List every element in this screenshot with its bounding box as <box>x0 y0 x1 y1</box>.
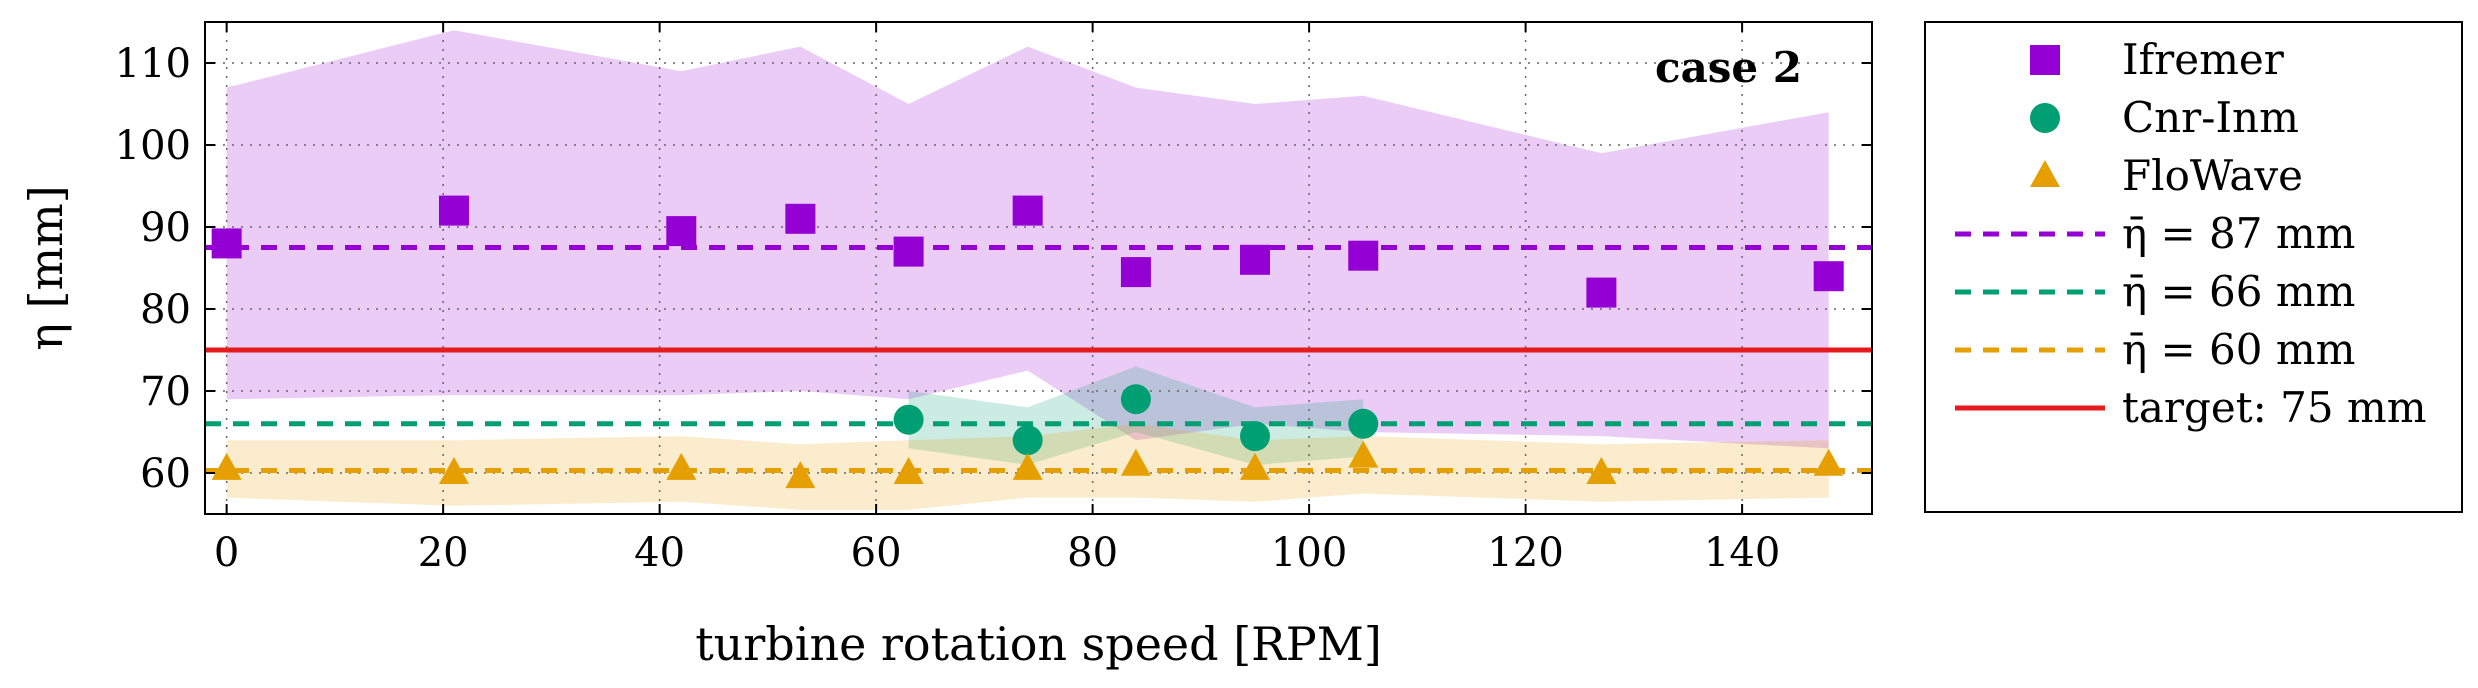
point-ifremer-10 <box>1813 261 1844 292</box>
legend-label-flowave: FloWave <box>2122 151 2303 200</box>
x-axis-label: turbine rotation speed [RPM] <box>695 617 1382 671</box>
grid-lines <box>205 22 1872 514</box>
point-flowave-5 <box>1012 452 1043 480</box>
point-ifremer-0 <box>211 228 242 259</box>
point-ifremer-8 <box>1348 240 1379 271</box>
x-tick-label-120: 120 <box>1487 530 1563 576</box>
x-tick-label-40: 40 <box>634 530 685 576</box>
point-ifremer-1 <box>438 195 469 226</box>
y-tick-label-110: 110 <box>115 41 191 87</box>
x-tick-label-60: 60 <box>851 530 902 576</box>
y-tick-label-70: 70 <box>140 369 191 415</box>
x-tick-label-0: 0 <box>214 530 239 576</box>
legend-label-ifremer: Ifremer <box>2122 35 2285 84</box>
point-flowave-10 <box>1813 448 1844 476</box>
y-axis-label: η [mm] <box>19 185 73 350</box>
axis-ticks: 0 20 40 60 80 100 120 140 60 70 80 90 100 110 <box>115 22 1872 576</box>
legend-symbol-flowave <box>2030 160 2060 187</box>
legend-label-87-mm: η̄ = 87 mm <box>2122 209 2356 258</box>
point-cnr-inm-1 <box>1012 425 1043 456</box>
point-ifremer-5 <box>1012 195 1043 226</box>
point-flowave-6 <box>1120 448 1151 476</box>
legend-symbol-cnr-inm <box>2030 103 2060 133</box>
legend-label-66-mm: η̄ = 66 mm <box>2122 267 2356 316</box>
legend-label-60-mm: η̄ = 60 mm <box>2122 325 2356 374</box>
point-cnr-inm-3 <box>1239 421 1270 452</box>
case-annotation: case 2 <box>1655 43 1802 92</box>
legend: Ifremer Cnr-Inm FloWave η̄ = 87 mm η̄ = 66 m… <box>1955 35 2427 432</box>
point-flowave-3 <box>785 461 816 489</box>
point-flowave-2 <box>666 452 697 480</box>
legend-label-target-75-mm: target: 75 mm <box>2122 383 2427 432</box>
point-ifremer-4 <box>893 236 924 267</box>
point-ifremer-3 <box>785 203 816 234</box>
point-ifremer-2 <box>666 216 697 247</box>
y-tick-label-80: 80 <box>140 287 191 333</box>
legend-label-cnr-inm: Cnr-Inm <box>2122 93 2299 142</box>
point-flowave-1 <box>438 457 469 484</box>
x-tick-label-140: 140 <box>1704 530 1780 576</box>
y-tick-label-60: 60 <box>140 451 191 497</box>
legend-box <box>1924 21 2463 513</box>
point-flowave-0 <box>211 452 242 480</box>
point-ifremer-9 <box>1586 277 1617 308</box>
point-flowave-7 <box>1239 452 1270 480</box>
plot-frame <box>204 21 1873 515</box>
reference-lines <box>205 245 1872 474</box>
y-tick-label-100: 100 <box>115 123 191 169</box>
y-tick-label-90: 90 <box>140 205 191 251</box>
point-cnr-inm-4 <box>1348 408 1379 439</box>
x-tick-label-100: 100 <box>1271 530 1347 576</box>
point-ifremer-6 <box>1120 257 1151 288</box>
point-flowave-8 <box>1348 440 1379 468</box>
point-flowave-4 <box>893 457 924 484</box>
point-cnr-inm-0 <box>893 404 924 435</box>
point-flowave-9 <box>1586 457 1617 484</box>
x-tick-label-20: 20 <box>418 530 469 576</box>
data-markers <box>211 195 1844 489</box>
point-cnr-inm-2 <box>1120 384 1151 415</box>
point-ifremer-7 <box>1239 244 1270 275</box>
legend-symbol-ifremer <box>2030 45 2060 75</box>
x-tick-label-80: 80 <box>1067 530 1118 576</box>
band-ifremer <box>226 30 1829 449</box>
